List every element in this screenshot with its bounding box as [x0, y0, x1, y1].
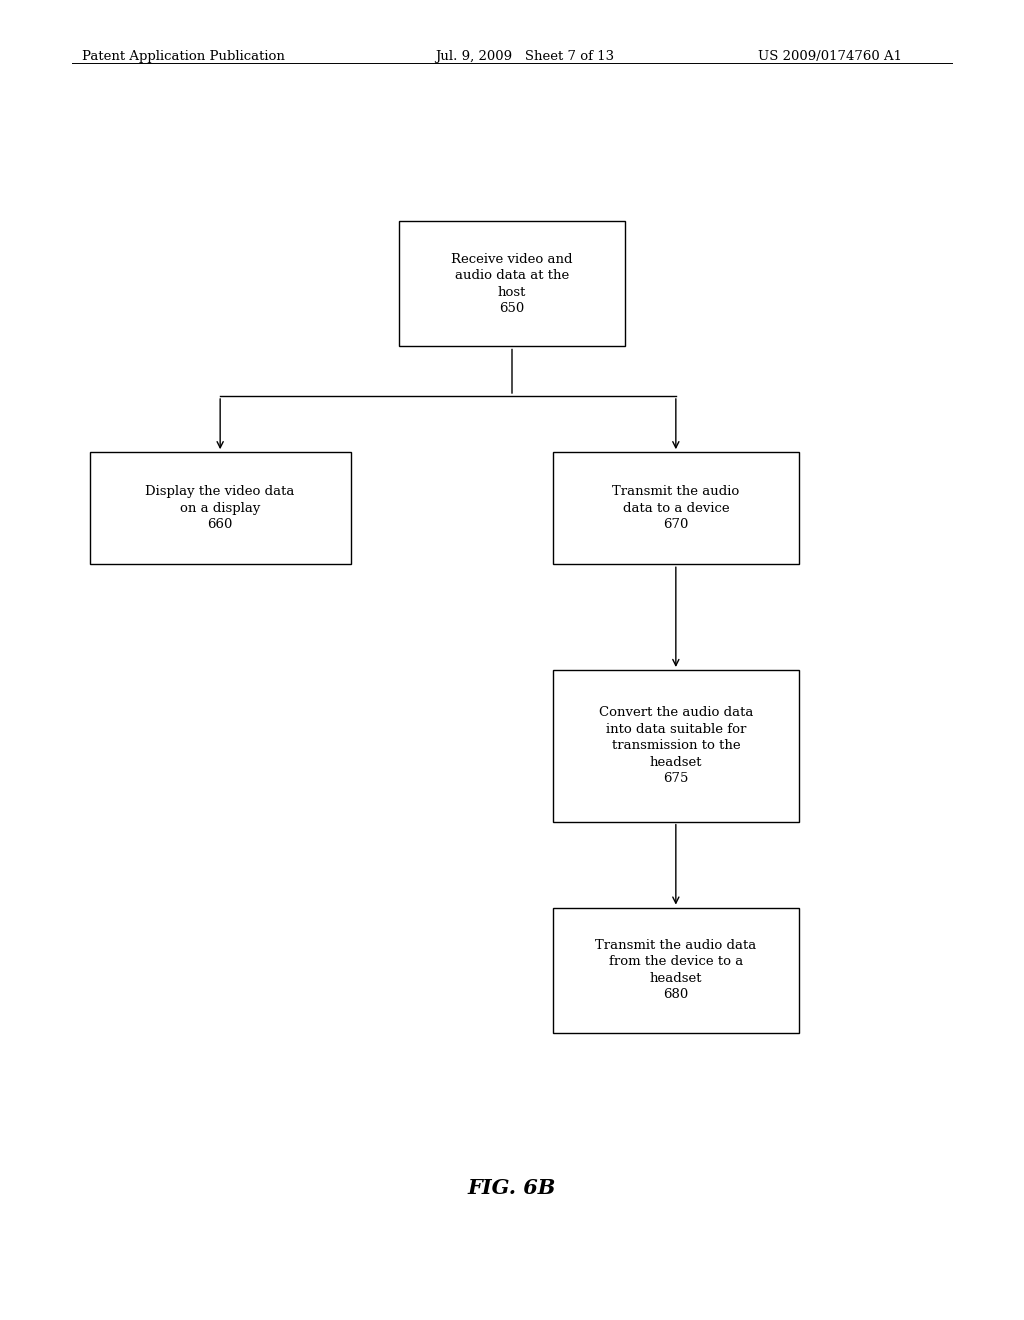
Text: Jul. 9, 2009   Sheet 7 of 13: Jul. 9, 2009 Sheet 7 of 13	[435, 50, 614, 63]
Text: Convert the audio data
into data suitable for
transmission to the
headset
675: Convert the audio data into data suitabl…	[599, 706, 753, 785]
Bar	[553, 908, 799, 1032]
Text: Display the video data
on a display
660: Display the video data on a display 660	[145, 486, 295, 531]
Bar	[90, 451, 350, 565]
Text: FIG. 6B: FIG. 6B	[468, 1177, 556, 1199]
Text: US 2009/0174760 A1: US 2009/0174760 A1	[758, 50, 902, 63]
Bar	[399, 220, 625, 346]
Text: Patent Application Publication: Patent Application Publication	[82, 50, 285, 63]
Text: Transmit the audio
data to a device
670: Transmit the audio data to a device 670	[612, 486, 739, 531]
Text: Receive video and
audio data at the
host
650: Receive video and audio data at the host…	[452, 252, 572, 315]
Bar	[553, 671, 799, 821]
Bar	[553, 451, 799, 565]
Text: Transmit the audio data
from the device to a
headset
680: Transmit the audio data from the device …	[595, 939, 757, 1002]
